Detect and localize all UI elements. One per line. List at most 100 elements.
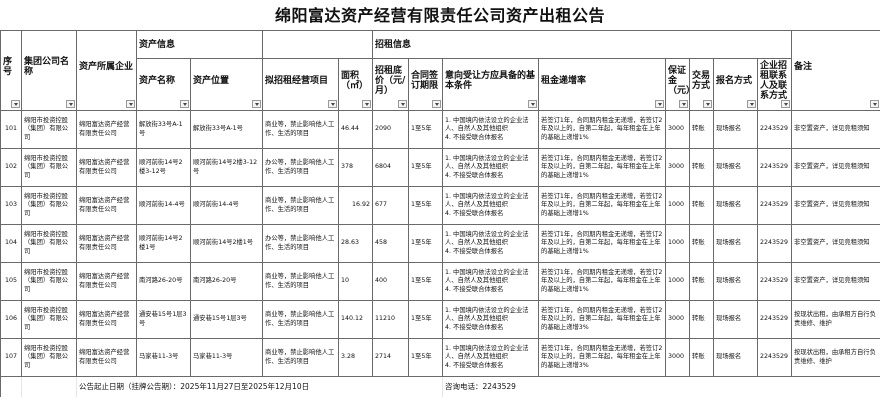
filter-dropdown-icon[interactable] <box>362 100 372 108</box>
cell-deposit[interactable]: 3000 <box>665 338 691 377</box>
cell-area[interactable]: 46.44 <box>338 110 374 149</box>
filter-dropdown-icon[interactable] <box>11 100 20 108</box>
cell-group-company[interactable]: 绵阳市投资控股（集团）有限公司 <box>21 300 77 339</box>
cell-owner[interactable]: 绵阳富达资产经营有限责任公司 <box>76 186 137 225</box>
cell-base-price[interactable]: 2090 <box>372 110 410 149</box>
cell-conditions[interactable]: 1. 中国境内依法设立的企业法人、自然人及其他组织 4. 不接受联合体报名 <box>442 110 540 149</box>
cell-asset-name[interactable]: 顺河前街14号2楼3-12号 <box>136 148 191 187</box>
cell-deposit[interactable]: 1000 <box>665 262 691 301</box>
cell-increase[interactable]: 若签订1年，合同期内租金无递增，若签订2年及以上的，自第二年起，每年租金在上年的… <box>538 110 667 149</box>
cell-contact[interactable]: 2243529 <box>757 110 793 149</box>
cell-contact[interactable]: 2243529 <box>757 300 793 339</box>
cell-deposit[interactable]: 1000 <box>665 224 691 263</box>
cell-asset-name[interactable]: 顺河前街14-4号 <box>136 186 191 225</box>
cell-conditions[interactable]: 1. 中国境内依法设立的企业法人、自然人及其他组织 4. 不接受联合体报名 <box>442 262 540 301</box>
cell-conditions[interactable]: 1. 中国境内依法设立的企业法人、自然人及其他组织 4. 不接受联合体报名 <box>442 338 540 377</box>
cell-trade[interactable]: 转账 <box>689 338 715 377</box>
cell-owner[interactable]: 绵阳富达资产经营有限责任公司 <box>76 148 137 187</box>
cell-asset-location[interactable]: 顺河前街14号2楼1号 <box>189 224 264 263</box>
cell-group-company[interactable]: 绵阳市投资控股（集团）有限公司 <box>21 110 77 149</box>
cell-deposit[interactable]: 3000 <box>665 300 691 339</box>
cell-increase[interactable]: 若签订1年，合同期内租金无递增，若签订2年及以上的，自第二年起，每年租金在上年的… <box>538 338 667 377</box>
cell-business[interactable]: 商业等，禁止影响他人工作、生活的项目 <box>262 110 340 149</box>
cell-base-price[interactable]: 677 <box>372 186 410 225</box>
cell-signup[interactable]: 现场报名 <box>713 338 759 377</box>
cell-base-price[interactable]: 6804 <box>372 148 410 187</box>
cell-asset-name[interactable]: 马家巷11-3号 <box>136 338 191 377</box>
cell-increase[interactable]: 若签订1年，合同期内租金无递增，若签订2年及以上的，自第二年起，每年租金在上年的… <box>538 224 667 263</box>
cell-remark[interactable]: 非空置资产，详见竞租须知 <box>791 148 880 187</box>
cell-remark[interactable]: 按现状出租，由承租方自行负责维修、维护 <box>791 338 880 377</box>
cell-deposit[interactable]: 1000 <box>665 186 691 225</box>
cell-term[interactable]: 1至5年 <box>408 186 444 225</box>
cell-area[interactable]: 140.12 <box>338 300 374 339</box>
cell-area[interactable]: 3.28 <box>338 338 374 377</box>
cell-seq[interactable]: 103 <box>0 186 22 225</box>
cell-increase[interactable]: 若签订1年，合同期内租金无递增，若签订2年及以上的，自第二年起，每年租金在上年的… <box>538 148 667 187</box>
filter-dropdown-icon[interactable] <box>328 100 338 108</box>
filter-dropdown-icon[interactable] <box>781 100 791 108</box>
cell-contact[interactable]: 2243529 <box>757 338 793 377</box>
cell-trade[interactable]: 转账 <box>689 262 715 301</box>
filter-dropdown-icon[interactable] <box>747 100 757 108</box>
cell-asset-location[interactable]: 马家巷11-3号 <box>189 338 264 377</box>
cell-group-company[interactable]: 绵阳市投资控股（集团）有限公司 <box>21 186 77 225</box>
filter-dropdown-icon[interactable] <box>66 100 75 108</box>
cell-base-price[interactable]: 11210 <box>372 300 410 339</box>
cell-trade[interactable]: 转账 <box>689 224 715 263</box>
cell-owner[interactable]: 绵阳富达资产经营有限责任公司 <box>76 338 137 377</box>
cell-group-company[interactable]: 绵阳市投资控股（集团）有限公司 <box>21 262 77 301</box>
cell-area[interactable]: 10 <box>338 262 374 301</box>
filter-dropdown-icon[interactable] <box>180 100 189 108</box>
cell-seq[interactable]: 105 <box>0 262 22 301</box>
cell-signup[interactable]: 现场报名 <box>713 148 759 187</box>
cell-asset-location[interactable]: 顺河前街14-4号 <box>189 186 264 225</box>
cell-increase[interactable]: 若签订1年，合同期内租金无递增，若签订2年及以上的，自第二年起，每年租金在上年的… <box>538 300 667 339</box>
cell-asset-name[interactable]: 通安巷15号1层3号 <box>136 300 191 339</box>
cell-contact[interactable]: 2243529 <box>757 148 793 187</box>
cell-signup[interactable]: 现场报名 <box>713 262 759 301</box>
cell-seq[interactable]: 106 <box>0 300 22 339</box>
cell-term[interactable]: 1至5年 <box>408 300 444 339</box>
cell-asset-name[interactable]: 解放街33号A-1号 <box>136 110 191 149</box>
cell-seq[interactable]: 107 <box>0 338 22 377</box>
cell-area[interactable]: 378 <box>338 148 374 187</box>
cell-remark[interactable]: 非空置资产，详见竞租须知 <box>791 262 880 301</box>
filter-dropdown-icon[interactable] <box>432 100 442 108</box>
cell-owner[interactable]: 绵阳富达资产经营有限责任公司 <box>76 300 137 339</box>
cell-signup[interactable]: 现场报名 <box>713 186 759 225</box>
filter-dropdown-icon[interactable] <box>528 100 538 108</box>
cell-remark[interactable]: 非空置资产，详见竞租须知 <box>791 224 880 263</box>
cell-trade[interactable]: 转账 <box>689 148 715 187</box>
cell-asset-location[interactable]: 解放街33号A-1号 <box>189 110 264 149</box>
cell-conditions[interactable]: 1. 中国境内依法设立的企业法人、自然人及其他组织 4. 不接受联合体报名 <box>442 224 540 263</box>
cell-term[interactable]: 1至5年 <box>408 262 444 301</box>
cell-base-price[interactable]: 2714 <box>372 338 410 377</box>
cell-asset-location[interactable]: 南河路26-20号 <box>189 262 264 301</box>
cell-area[interactable]: 16.92 <box>338 186 374 225</box>
cell-term[interactable]: 1至5年 <box>408 224 444 263</box>
filter-dropdown-icon[interactable] <box>126 100 135 108</box>
cell-base-price[interactable]: 458 <box>372 224 410 263</box>
cell-seq[interactable]: 101 <box>0 110 22 149</box>
cell-increase[interactable]: 若签订1年，合同期内租金无递增，若签订2年及以上的，自第二年起，每年租金在上年的… <box>538 262 667 301</box>
filter-dropdown-icon[interactable] <box>870 100 880 108</box>
cell-increase[interactable]: 若签订1年，合同期内租金无递增，若签订2年及以上的，自第二年起，每年租金在上年的… <box>538 186 667 225</box>
cell-conditions[interactable]: 1. 中国境内依法设立的企业法人、自然人及其他组织 4. 不接受联合体报名 <box>442 300 540 339</box>
cell-asset-location[interactable]: 顺河前街14号2楼3-12号 <box>189 148 264 187</box>
cell-owner[interactable]: 绵阳富达资产经营有限责任公司 <box>76 262 137 301</box>
cell-area[interactable]: 28.63 <box>338 224 374 263</box>
cell-business[interactable]: 商业等，禁止影响他人工作、生活的项目 <box>262 338 340 377</box>
cell-asset-name[interactable]: 顺河前街14号2楼1号 <box>136 224 191 263</box>
filter-dropdown-icon[interactable] <box>655 100 665 108</box>
cell-asset-name[interactable]: 南河路26-20号 <box>136 262 191 301</box>
cell-contact[interactable]: 2243529 <box>757 186 793 225</box>
cell-business[interactable]: 商业等，禁止影响他人工作、生活的项目 <box>262 262 340 301</box>
cell-owner[interactable]: 绵阳富达资产经营有限责任公司 <box>76 110 137 149</box>
filter-dropdown-icon[interactable] <box>679 100 689 108</box>
cell-seq[interactable]: 104 <box>0 224 22 263</box>
cell-conditions[interactable]: 1. 中国境内依法设立的企业法人、自然人及其他组织 4. 不接受联合体报名 <box>442 148 540 187</box>
cell-business[interactable]: 办公等，禁止影响他人工作、生活的项目 <box>262 224 340 263</box>
cell-business[interactable]: 商业等，禁止影响他人工作、生活的项目 <box>262 300 340 339</box>
cell-remark[interactable]: 非空置资产，详见竞租须知 <box>791 186 880 225</box>
